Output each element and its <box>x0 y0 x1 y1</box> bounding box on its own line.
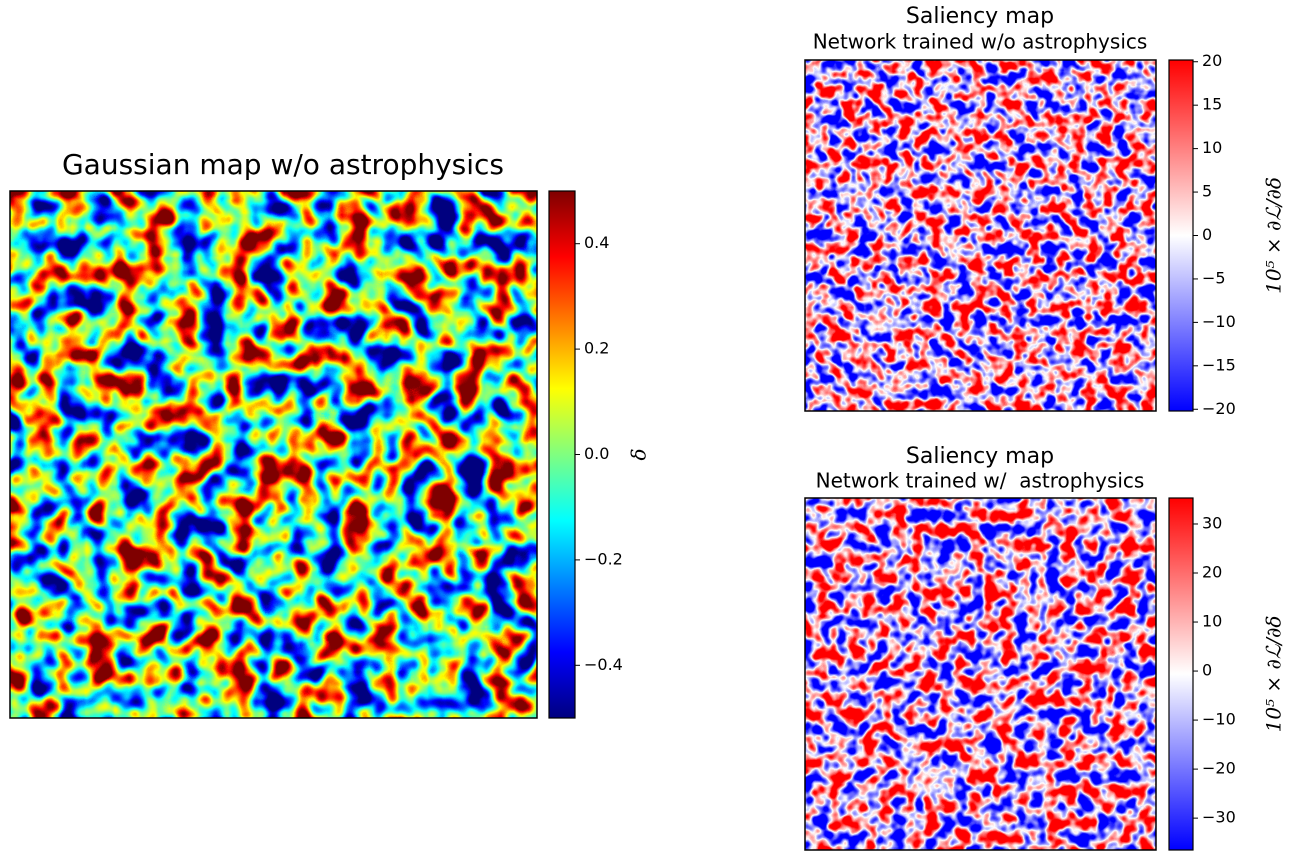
colorbar-tick-label: −20 <box>1202 759 1236 778</box>
colorbar-tick-label: −10 <box>1202 312 1236 331</box>
colorbar-tick-label: 10 <box>1202 138 1222 157</box>
colorbar-tick-label: −5 <box>1202 268 1226 287</box>
colorbar-tick-label: 20 <box>1202 563 1222 582</box>
heatmap-image <box>10 191 537 718</box>
colorbar-label: 10⁵ × ∂ℒ/∂δ <box>1262 616 1286 733</box>
colorbar-tick-label: 0.2 <box>584 339 609 358</box>
chart-title: Gaussian map w/o astrophysics <box>62 148 504 181</box>
colorbar-tick-label: 15 <box>1202 95 1222 114</box>
colorbar-tick-label: −20 <box>1202 399 1236 418</box>
chart-title: Saliency map <box>906 4 1054 29</box>
colorbar <box>1168 59 1194 412</box>
colorbar-tick-label: 0.0 <box>584 444 609 463</box>
chart-subtitle: Network trained w/ astrophysics <box>816 469 1145 493</box>
colorbar-tick-label: 30 <box>1202 513 1222 532</box>
colorbar-tick-label: 0 <box>1202 661 1212 680</box>
colorbar-tick-label: 5 <box>1202 182 1212 201</box>
colorbar-tick-label: −15 <box>1202 355 1236 374</box>
chart-subtitle: Network trained w/o astrophysics <box>813 30 1148 54</box>
colorbar <box>1168 497 1194 851</box>
heatmap-image <box>805 60 1156 411</box>
colorbar-tick-label: 0 <box>1202 225 1212 244</box>
colorbar-tick-label: 10 <box>1202 612 1222 631</box>
heatmap-frame <box>804 59 1157 412</box>
colorbar-tick-label: −30 <box>1202 808 1236 827</box>
colorbar-label: 10⁵ × ∂ℒ/∂δ <box>1262 177 1286 294</box>
heatmap-frame <box>804 497 1157 851</box>
colorbar-tick-label: −0.4 <box>584 655 623 674</box>
colorbar-tick-label: 20 <box>1202 51 1222 70</box>
chart-title: Saliency map <box>906 444 1054 469</box>
colorbar <box>548 190 576 719</box>
colorbar-label: δ <box>627 448 651 460</box>
colorbar-tick-label: 0.4 <box>584 233 609 252</box>
heatmap-image <box>805 498 1156 850</box>
colorbar-tick-label: −0.2 <box>584 549 623 568</box>
colorbar-tick-label: −10 <box>1202 710 1236 729</box>
heatmap-frame <box>9 190 538 719</box>
